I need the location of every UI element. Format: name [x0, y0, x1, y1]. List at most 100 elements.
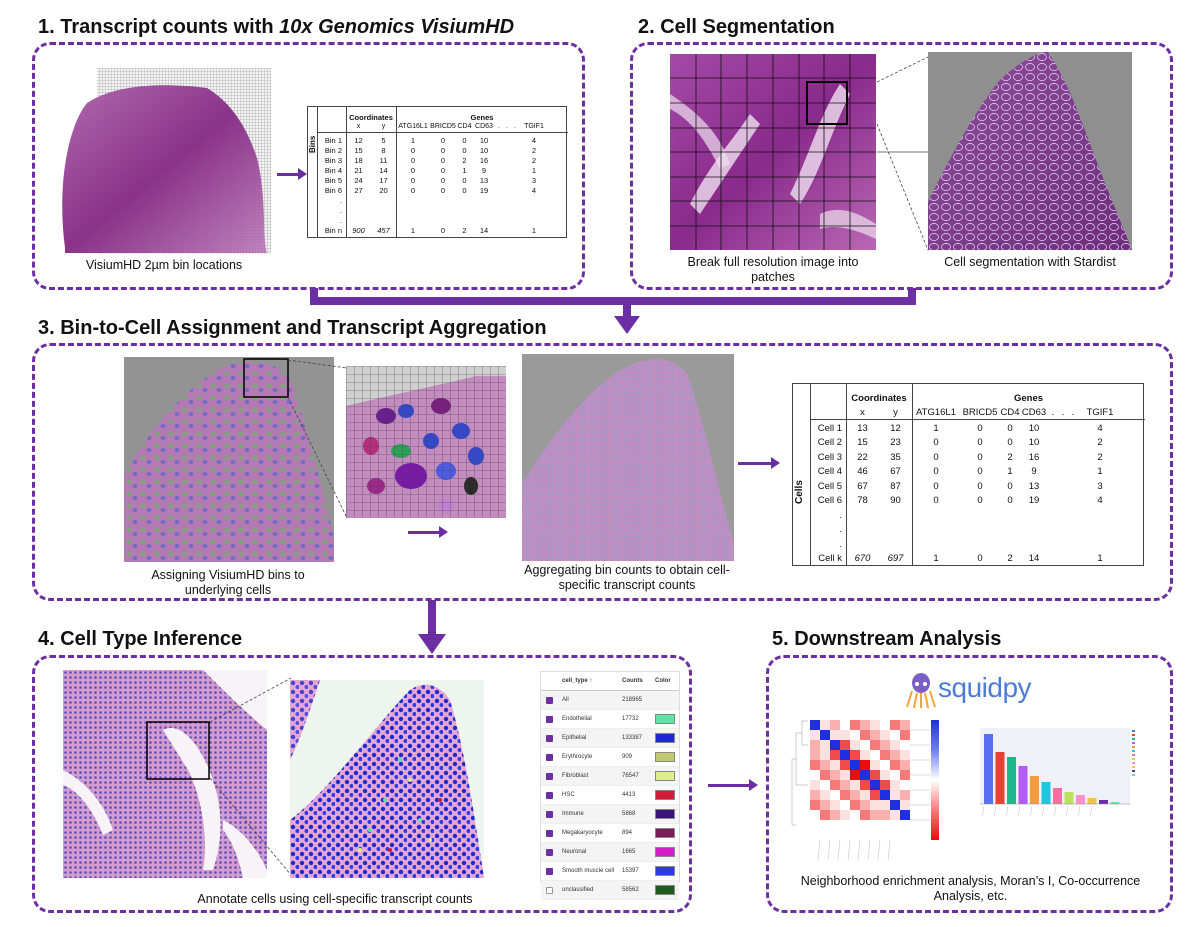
bar: [1018, 766, 1028, 804]
checkbox-icon[interactable]: [546, 791, 553, 799]
cells-side-label: Cells: [794, 480, 805, 504]
table-cell: 0: [1007, 495, 1013, 507]
panel-5: [766, 655, 1173, 913]
color-swatch[interactable]: [655, 828, 675, 838]
row-label: .: [839, 538, 842, 550]
heatmap-cell: [840, 750, 850, 760]
color-swatch[interactable]: [655, 714, 675, 724]
checkbox-icon[interactable]: [546, 848, 553, 856]
color-swatch[interactable]: [655, 733, 675, 743]
bar: [995, 752, 1005, 804]
legend-item-name: Megakaryocyte: [562, 830, 603, 836]
heatmap-cell: [870, 800, 880, 810]
legend-header-counts: Counts: [622, 678, 643, 684]
table-cell: 12: [354, 135, 363, 145]
panel-3: [32, 343, 1173, 601]
table-cell: 0: [933, 495, 939, 507]
table-row: .: [318, 205, 549, 215]
checkbox-icon[interactable]: [546, 867, 553, 875]
heatmap-cell: [830, 770, 840, 780]
checkbox-icon[interactable]: [546, 810, 553, 818]
checkbox-icon[interactable]: [546, 772, 553, 780]
heatmap-cell: [880, 720, 890, 730]
table-cell: 2: [1007, 451, 1013, 463]
color-swatch[interactable]: [655, 866, 675, 876]
checkbox-icon[interactable]: [546, 696, 553, 704]
heatmap-cell: [880, 780, 890, 790]
table-cell: 0: [933, 466, 939, 478]
table-row: Bin 3 18 11 0 0 2 16 2: [318, 155, 549, 165]
table-cell: 0: [977, 495, 983, 507]
heatmap-cell: [900, 770, 910, 780]
legend-item[interactable]: Smooth muscle cell 15397: [541, 862, 679, 881]
bar: [1053, 788, 1062, 804]
heatmap-cell: [870, 810, 880, 820]
heatmap-cell: [860, 810, 870, 820]
bar: [1007, 757, 1016, 804]
legend-item[interactable]: Megakaryocyte 894: [541, 824, 679, 843]
bar-legend-swatch: [1132, 774, 1135, 776]
legend-item[interactable]: Fibroblast 76547: [541, 767, 679, 786]
row-label: Bin 3: [324, 155, 342, 165]
checkbox-icon[interactable]: [546, 753, 553, 761]
row-label: .: [339, 205, 342, 215]
legend-item[interactable]: Immune 5868: [541, 805, 679, 824]
table-row: .: [318, 195, 549, 205]
legend-item[interactable]: Erythrocyte 909: [541, 748, 679, 767]
row-label: .: [839, 509, 842, 521]
heatmap-cell: [860, 770, 870, 780]
table-cell: 16: [1028, 451, 1040, 463]
checkbox-icon[interactable]: [546, 734, 553, 742]
legend-item-name: Neuronal: [562, 849, 587, 855]
legend-item[interactable]: HSC 4413: [541, 786, 679, 805]
color-swatch[interactable]: [655, 790, 675, 800]
panel-3-caption-mid: Aggregating bin counts to obtain cell-sp…: [524, 563, 730, 592]
row-label: Cell k: [818, 553, 842, 565]
color-swatch[interactable]: [655, 885, 675, 895]
checkbox-icon[interactable]: [546, 886, 553, 894]
arrow-right-icon: [708, 779, 758, 791]
bar: [1076, 795, 1085, 804]
heatmap-cell: [880, 750, 890, 760]
legend-item[interactable]: unclassified 58562: [541, 881, 679, 900]
table-cell: 670: [854, 553, 871, 565]
heatmap-cell: [820, 810, 830, 820]
table-cell: 0: [440, 135, 446, 145]
heatmap-cell: [900, 730, 910, 740]
legend-item[interactable]: All 218965: [541, 691, 679, 710]
heatmap-cell: [880, 730, 890, 740]
table-cell: 67: [857, 480, 868, 492]
table-row: Bin n 900 457 1 0 2 14 1: [318, 225, 549, 235]
color-swatch[interactable]: [655, 847, 675, 857]
bar: [1099, 800, 1108, 804]
table-cell: 19: [1028, 495, 1040, 507]
color-swatch[interactable]: [655, 771, 675, 781]
legend-item[interactable]: Endothelial 17732: [541, 710, 679, 729]
bar-legend-swatch: [1132, 750, 1135, 752]
legend-item-name: unclassified: [562, 887, 594, 893]
heatmap-cell: [850, 770, 860, 780]
bin_table-column-header: .: [506, 123, 508, 130]
checkbox-icon[interactable]: [546, 715, 553, 723]
legend-item[interactable]: Epithelial 133387: [541, 729, 679, 748]
checkbox-icon[interactable]: [546, 829, 553, 837]
legend-item[interactable]: Neuronal 1665: [541, 843, 679, 862]
table-cell: 0: [977, 451, 983, 463]
color-swatch[interactable]: [655, 809, 675, 819]
heatmap-cell: [890, 770, 900, 780]
heatmap-cell: [860, 760, 870, 770]
heatmap-cell: [900, 810, 910, 820]
table-cell: 13: [1028, 480, 1040, 492]
legend-item-name: Epithelial: [562, 735, 587, 741]
heatmap-cell: [900, 790, 910, 800]
legend-header-name[interactable]: cell_type ↑: [562, 678, 593, 684]
heatmap-cell: [840, 800, 850, 810]
legend-item-count: 1665: [622, 849, 636, 855]
table-cell: 0: [462, 145, 467, 155]
color-swatch[interactable]: [655, 752, 675, 762]
table-row: .: [318, 215, 549, 225]
heatmap-cell: [840, 760, 850, 770]
table-row: Bin 1 12 5 1 0 0 10 4: [318, 135, 549, 145]
table-row: Cell 1 13 12 1 0 0 10 4: [811, 421, 1122, 436]
table-cell: 0: [440, 145, 446, 155]
